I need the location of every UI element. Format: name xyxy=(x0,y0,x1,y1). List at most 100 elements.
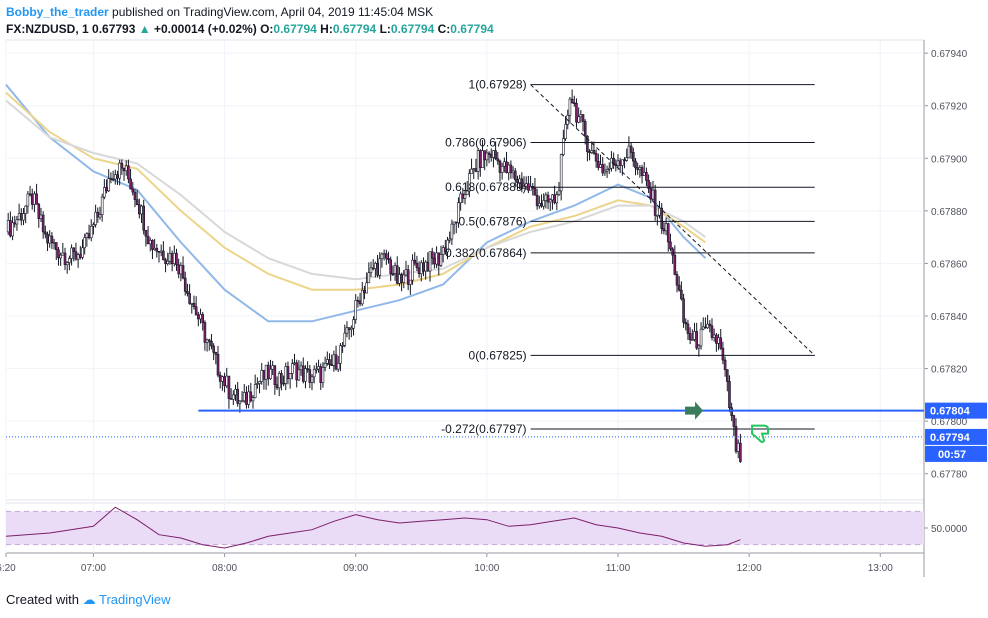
candle-body xyxy=(601,164,605,174)
candle-body xyxy=(256,383,259,385)
candle-body xyxy=(468,173,471,192)
candle-body xyxy=(492,150,495,158)
candle-body xyxy=(360,289,364,305)
countdown-badge xyxy=(925,445,987,462)
candle-body xyxy=(411,259,414,281)
candle-body xyxy=(555,194,559,204)
candle-body xyxy=(65,262,69,266)
fib-level-label: 0.5(0.67876) xyxy=(459,214,527,228)
candle-body xyxy=(623,159,626,162)
candle-body xyxy=(142,205,145,231)
candle-body xyxy=(116,174,119,179)
author-name[interactable]: Bobby_the_trader xyxy=(6,5,109,19)
candle-body xyxy=(568,98,572,116)
y-tick-label: 0.67940 xyxy=(931,49,968,60)
candle-body xyxy=(461,193,465,199)
candle-body xyxy=(430,251,434,259)
candle-body xyxy=(72,247,76,253)
candle-body xyxy=(258,381,261,384)
candle-body xyxy=(293,362,296,365)
candle-body xyxy=(269,368,272,380)
candle-body xyxy=(192,302,196,307)
candle-body xyxy=(634,160,637,169)
candle-body xyxy=(647,180,650,189)
tradingview-logo-icon: ☁ xyxy=(82,592,96,607)
low-value: 0.67794 xyxy=(390,22,435,36)
candle-body xyxy=(310,376,314,383)
candle-body xyxy=(232,394,235,400)
candle-body xyxy=(312,369,316,378)
candle-body xyxy=(607,167,611,170)
candle-body xyxy=(474,168,478,172)
candle-body xyxy=(481,150,484,169)
candle-body xyxy=(301,365,305,382)
candle-body xyxy=(597,160,600,168)
candle-body xyxy=(476,150,480,172)
candle-body xyxy=(378,258,382,276)
candle-body xyxy=(470,168,473,174)
candle-body xyxy=(6,220,10,233)
candle-body xyxy=(221,376,224,382)
candle-body xyxy=(216,354,220,376)
candle-body xyxy=(627,145,631,159)
last-price-label: 0.67794 xyxy=(930,432,971,444)
candle-body xyxy=(103,187,106,198)
candle-body xyxy=(708,323,712,327)
right-arrow-icon xyxy=(685,401,704,420)
candle-body xyxy=(701,326,705,330)
candle-body xyxy=(94,211,97,225)
candle-body xyxy=(511,170,515,174)
candle-body xyxy=(159,250,163,253)
candle-body xyxy=(551,194,554,201)
candle-body xyxy=(400,274,403,283)
fib-level-label: 1(0.67928) xyxy=(469,78,527,92)
rsi-line xyxy=(5,506,741,549)
candle-body xyxy=(693,331,696,340)
candle-body xyxy=(127,165,130,180)
candle-body xyxy=(236,388,239,404)
tradingview-brand[interactable]: TradingView xyxy=(99,592,171,607)
candle-body xyxy=(629,145,633,153)
candle-body xyxy=(393,265,397,274)
candle-body xyxy=(459,193,462,204)
candle-body xyxy=(542,200,545,207)
open-label: O: xyxy=(260,22,274,36)
candle-body xyxy=(691,339,694,341)
candle-body xyxy=(122,167,126,172)
candle-body xyxy=(706,323,709,329)
candle-body xyxy=(164,259,167,264)
candle-body xyxy=(223,376,226,387)
y-tick-label: 0.67860 xyxy=(931,259,968,270)
candle-body xyxy=(382,253,386,255)
candle-body xyxy=(74,251,78,260)
candle-body xyxy=(151,240,154,250)
candle-body xyxy=(238,400,242,404)
y-tick-label: 0.67820 xyxy=(931,365,968,376)
ohlc-line: FX:NZDUSD, 1 0.67793 ▲ +0.00014 (+0.02%)… xyxy=(6,21,494,38)
candle-body xyxy=(618,160,622,166)
candle-body xyxy=(415,262,419,269)
candle-body xyxy=(15,219,19,225)
candle-body xyxy=(666,223,670,243)
candle-body xyxy=(419,262,423,274)
x-tick-label: 12:00 xyxy=(737,563,762,574)
candle-body xyxy=(478,150,482,169)
candle-body xyxy=(39,214,43,219)
candle-body xyxy=(424,261,427,272)
candle-body xyxy=(124,165,128,172)
candle-body xyxy=(277,373,281,389)
candle-body xyxy=(686,323,690,334)
candle-body xyxy=(46,233,49,244)
ema-line xyxy=(5,91,706,291)
candle-body xyxy=(402,274,406,283)
candle-body xyxy=(586,135,589,153)
candle-body xyxy=(291,363,294,374)
candle-body xyxy=(513,170,517,181)
candle-body xyxy=(570,98,574,104)
candle-body xyxy=(352,319,355,329)
candle-body xyxy=(328,359,331,365)
candle-body xyxy=(85,233,89,238)
candle-body xyxy=(642,171,646,176)
candle-body xyxy=(503,161,506,167)
